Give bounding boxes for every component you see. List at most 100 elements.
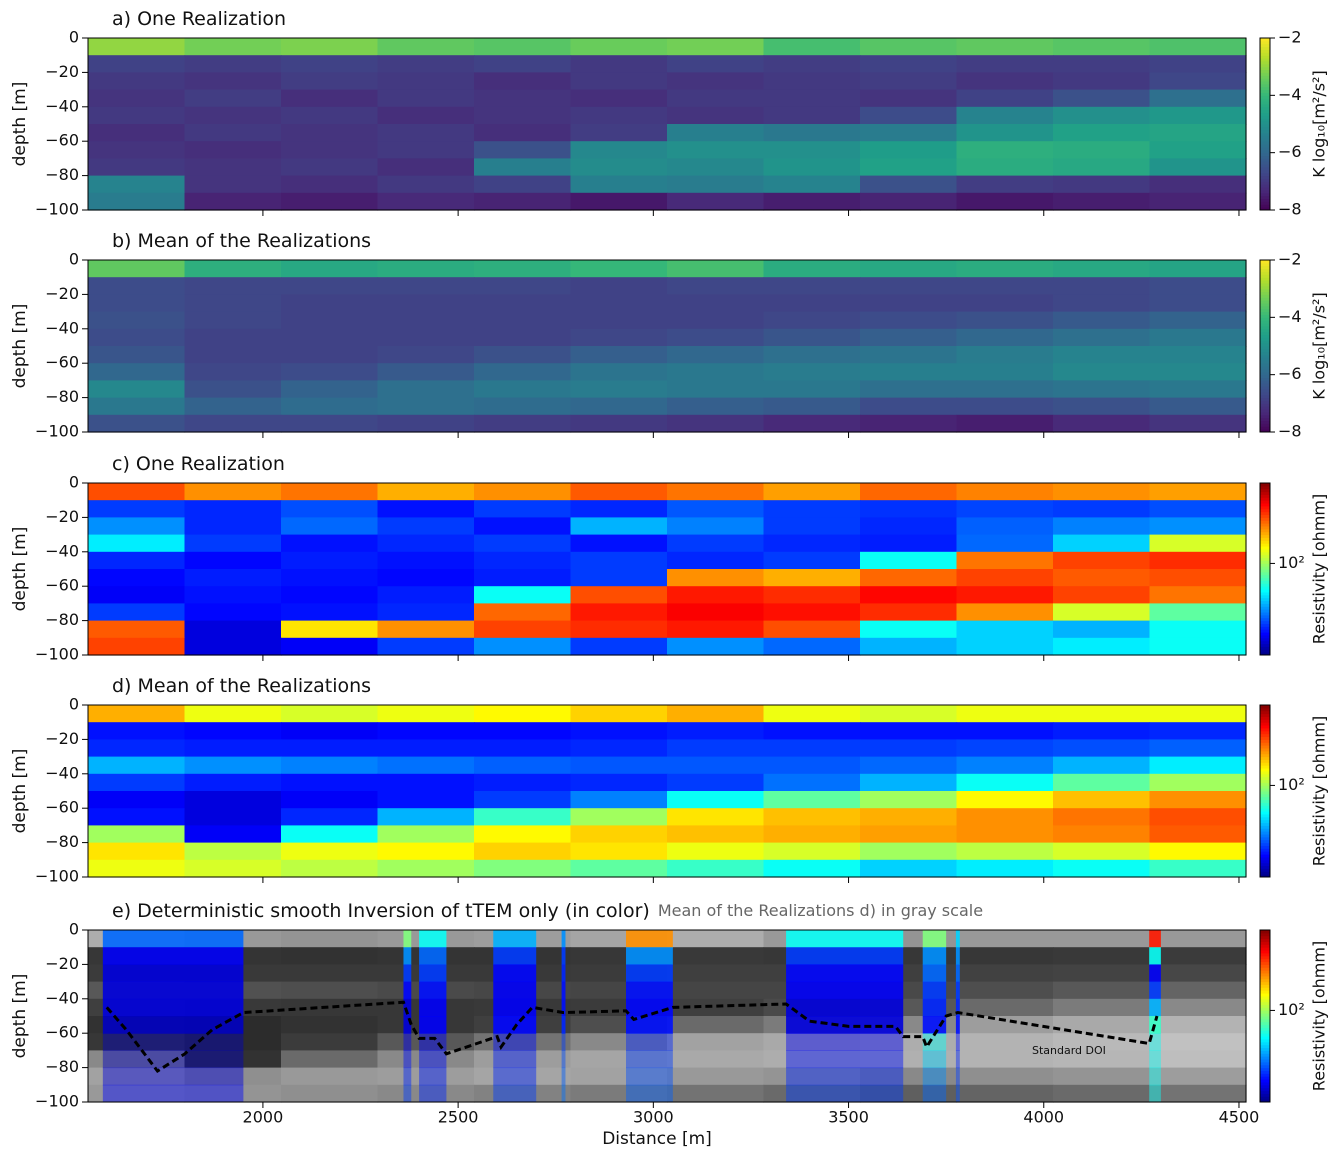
- colorbar-label: Resistivity [ohmm]: [1310, 494, 1329, 644]
- sounding-cell: [786, 1084, 904, 1103]
- heatmap-cell: [956, 517, 1054, 536]
- heatmap-cell: [1053, 791, 1151, 809]
- heatmap-cell: [184, 842, 282, 861]
- heatmap-cell: [1149, 89, 1247, 108]
- heatmap-cell: [570, 705, 668, 723]
- colorbar-swatch: [1260, 297, 1270, 301]
- colorbar-swatch: [1260, 634, 1270, 639]
- sounding-cell: [419, 964, 447, 983]
- colorbar-swatch: [1260, 626, 1270, 630]
- colorbar-swatch: [1260, 831, 1270, 835]
- sounding-cell: [626, 964, 673, 983]
- heatmap-cell: [377, 620, 475, 639]
- y-tick-label: −60: [45, 1023, 79, 1042]
- heatmap-cell: [1149, 586, 1247, 604]
- colorbar-swatch: [1260, 816, 1270, 821]
- heatmap-cell: [1149, 294, 1247, 313]
- sounding-cell: [626, 1016, 673, 1034]
- sounding-cell: [493, 981, 537, 1000]
- heatmap-cell: [377, 825, 475, 844]
- colorbar-swatch: [1260, 340, 1270, 344]
- heatmap-cell: [763, 124, 861, 142]
- sounding-cell: [561, 1033, 566, 1051]
- heatmap-cell: [184, 791, 282, 809]
- heatmap-cell: [1053, 739, 1151, 758]
- heatmap-cell: [763, 294, 861, 313]
- heatmap-cell: [88, 791, 186, 809]
- colorbar-swatch: [1260, 614, 1270, 619]
- heatmap-cell: [88, 637, 186, 656]
- colorbar-swatch: [1260, 280, 1270, 284]
- colorbar-swatch: [1260, 363, 1270, 367]
- heatmap-cell: [184, 260, 282, 278]
- sounding-cell: [1149, 981, 1161, 1000]
- colorbar-frame: [1259, 929, 1271, 1103]
- colorbar-swatch: [1260, 834, 1270, 838]
- colorbar-swatch: [1260, 802, 1270, 806]
- heatmap-cell: [570, 328, 668, 347]
- heatmap-cell: [281, 1033, 379, 1051]
- sounding-cell: [419, 1016, 447, 1034]
- heatmap-cell: [281, 72, 379, 91]
- y-tick-label: −40: [45, 763, 79, 782]
- heatmap-cell: [184, 859, 282, 878]
- heatmap-cell: [860, 500, 958, 518]
- heatmap-cell: [474, 397, 572, 416]
- heatmap-cell: [88, 55, 186, 73]
- heatmap-cell: [281, 705, 379, 723]
- heatmap-cell: [184, 517, 282, 536]
- colorbar-swatch: [1260, 1056, 1270, 1060]
- heatmap-cell: [763, 791, 861, 809]
- heatmap-cell: [184, 705, 282, 723]
- colorbar-swatch: [1260, 534, 1270, 538]
- heatmap-cell: [184, 773, 282, 792]
- heatmap-cell: [570, 1050, 668, 1069]
- heatmap-cell: [1053, 722, 1151, 740]
- colorbar-swatch: [1260, 46, 1270, 50]
- heatmap-cell: [956, 277, 1054, 295]
- heatmap-cell: [763, 363, 861, 381]
- heatmap-cell: [860, 586, 958, 604]
- heatmap-cell: [281, 141, 379, 159]
- colorbar-swatch: [1260, 83, 1270, 88]
- sounding-cell: [786, 930, 904, 948]
- heatmap-cell: [956, 294, 1054, 313]
- heatmap-cell: [570, 414, 668, 433]
- colorbar-tick-label: −8: [1278, 200, 1302, 219]
- heatmap-cell: [860, 55, 958, 73]
- heatmap-cell: [667, 55, 765, 73]
- heatmap-cell: [184, 414, 282, 433]
- heatmap-cell: [184, 55, 282, 73]
- y-axis-label: depth [m]: [10, 749, 30, 834]
- heatmap-cell: [1053, 620, 1151, 639]
- colorbar-swatch: [1260, 167, 1270, 171]
- heatmap-cell: [763, 825, 861, 844]
- colorbar-swatch: [1260, 1016, 1270, 1020]
- colorbar-swatch: [1260, 420, 1270, 424]
- sounding-cell: [1149, 1033, 1161, 1051]
- colorbar-swatch: [1260, 69, 1270, 73]
- colorbar-swatch: [1260, 305, 1270, 310]
- heatmap-cell: [763, 141, 861, 159]
- heatmap-cell: [1149, 311, 1247, 330]
- heatmap-cell: [860, 124, 958, 142]
- heatmap-cell: [1149, 808, 1247, 826]
- y-axis-label: depth [m]: [10, 82, 30, 167]
- heatmap-cell: [956, 998, 1054, 1017]
- colorbar-swatch: [1260, 164, 1270, 168]
- heatmap-cell: [570, 808, 668, 826]
- heatmap-cell: [377, 1050, 475, 1069]
- y-tick-label: −100: [35, 200, 79, 219]
- heatmap-cell: [88, 158, 186, 177]
- heatmap-cell: [667, 637, 765, 656]
- heatmap-cell: [667, 158, 765, 177]
- heatmap-cell: [1149, 930, 1247, 948]
- colorbar-swatch: [1260, 637, 1270, 642]
- heatmap-cell: [956, 346, 1054, 364]
- heatmap-cell: [88, 328, 186, 347]
- colorbar-tick-label: −4: [1278, 85, 1302, 104]
- heatmap-cell: [956, 756, 1054, 775]
- heatmap-cell: [667, 534, 765, 553]
- colorbar-swatch: [1260, 181, 1270, 185]
- heatmap-cell: [88, 175, 186, 194]
